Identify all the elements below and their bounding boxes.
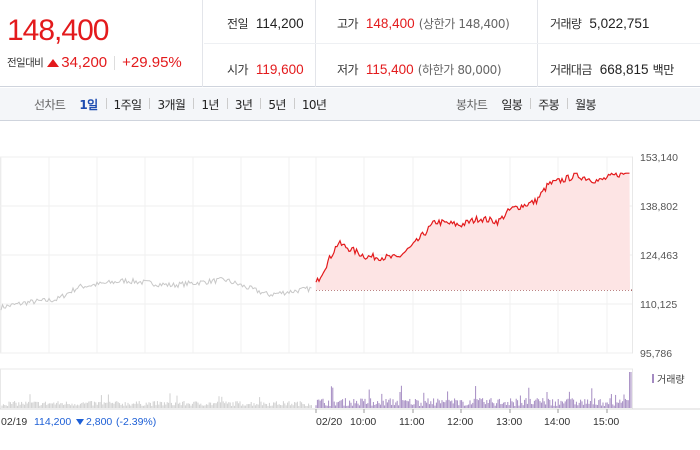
tab-line-2[interactable]: 3개월 <box>149 96 193 113</box>
tab-candle-2[interactable]: 월봉 <box>567 96 604 113</box>
x-tick-label: 10:00 <box>350 416 376 428</box>
prev-close-label: 전일 <box>227 17 248 31</box>
y-tick-label: 95,786 <box>640 348 672 360</box>
change-row: 전일대비 34,200 +29.95% <box>7 54 182 71</box>
high-note: (상한가 148,400) <box>418 17 510 31</box>
prev-close-value: 114,200 <box>255 16 304 31</box>
today-series <box>315 172 630 283</box>
y-tick-label: 153,140 <box>640 152 678 164</box>
open-value: 119,600 <box>255 62 304 77</box>
x-tick-label: 02/20 <box>316 416 342 428</box>
today-area-fill <box>316 173 630 291</box>
prev-day-date: 02/19 <box>1 416 27 428</box>
up-arrow-icon <box>47 58 60 67</box>
y-tick-label: 124,463 <box>640 250 678 262</box>
tab-line-3[interactable]: 1년 <box>193 96 226 113</box>
volume-legend-label: 거래량 <box>657 374 685 386</box>
tab-candle-0[interactable]: 일봉 <box>501 98 523 112</box>
divider <box>204 43 700 44</box>
tab-line-5[interactable]: 5년 <box>260 96 293 113</box>
low-price: 저가 115,400 (하한가 80,000) <box>337 61 502 78</box>
high-value: 148,400 <box>365 16 415 31</box>
high-price: 고가 148,400 (상한가 148,400) <box>337 15 510 32</box>
tab-line-6[interactable]: 10년 <box>293 96 335 113</box>
x-tick-label: 15:00 <box>593 416 619 428</box>
chart-period-tabs: 선차트 1일 1주일 3개월 1년 3년 5년 10년 봉차트 일봉 주봉 월봉 <box>0 88 700 121</box>
prev-close: 전일 114,200 <box>227 15 304 32</box>
prev-day-close: 114,200 <box>34 416 71 428</box>
turnover-unit: 백만 <box>652 63 675 77</box>
open-label: 시가 <box>227 63 248 77</box>
down-arrow-icon <box>76 419 84 425</box>
volume: 거래량 5,022,751 <box>550 15 649 32</box>
candle-chart-tabs: 봉차트 일봉 주봉 월봉 <box>456 88 604 121</box>
open-price: 시가 119,600 <box>227 61 304 78</box>
y-tick-label: 138,802 <box>640 201 678 213</box>
tab-line-0[interactable]: 1일 <box>79 98 98 112</box>
turnover: 거래대금 668,815 백만 <box>550 61 674 78</box>
low-label: 저가 <box>337 63 358 77</box>
x-tick-label: 11:00 <box>399 416 425 428</box>
change-percent: +29.95% <box>122 54 182 71</box>
tab-candle-1[interactable]: 주봉 <box>530 96 567 113</box>
candle-chart-title: 봉차트 <box>456 98 488 112</box>
price-chart-svg[interactable]: 153,140 138,802 124,463 110,125 95,786 거래량 02/… <box>0 122 700 450</box>
high-label: 고가 <box>337 17 358 31</box>
prev-day-change: 2,800 <box>86 416 112 428</box>
current-price: 148,400 <box>7 14 109 47</box>
volume-legend-swatch <box>652 374 654 383</box>
tab-line-4[interactable]: 3년 <box>226 96 260 113</box>
line-chart-tabs: 선차트 1일 1주일 3개월 1년 3년 5년 10년 <box>34 88 334 121</box>
tab-line-1[interactable]: 1주일 <box>105 96 150 113</box>
x-tick-label: 14:00 <box>544 416 570 428</box>
low-value: 115,400 <box>365 62 414 77</box>
change-value: 34,200 <box>61 54 108 71</box>
divider <box>114 55 116 70</box>
quote-panel: 148,400 전일대비 34,200 +29.95% 전일 114,200 고… <box>0 0 700 87</box>
x-tick-label: 13:00 <box>496 416 522 428</box>
prev-day-change-pct: (-2.39%) <box>116 416 156 428</box>
volume-label: 거래량 <box>550 17 582 31</box>
x-tick-label: 12:00 <box>447 416 473 428</box>
price-chart[interactable]: 153,140 138,802 124,463 110,125 95,786 거래량 02/… <box>0 122 700 450</box>
change-label: 전일대비 <box>7 57 44 69</box>
turnover-label: 거래대금 <box>550 63 592 77</box>
low-note: (하한가 80,000) <box>417 63 502 77</box>
y-tick-label: 110,125 <box>640 299 677 311</box>
price-box: 148,400 전일대비 34,200 +29.95% <box>0 0 203 87</box>
prev-day-series <box>0 277 312 311</box>
line-chart-title: 선차트 <box>34 98 66 112</box>
volume-value: 5,022,751 <box>589 16 650 31</box>
turnover-value: 668,815 <box>599 62 649 77</box>
